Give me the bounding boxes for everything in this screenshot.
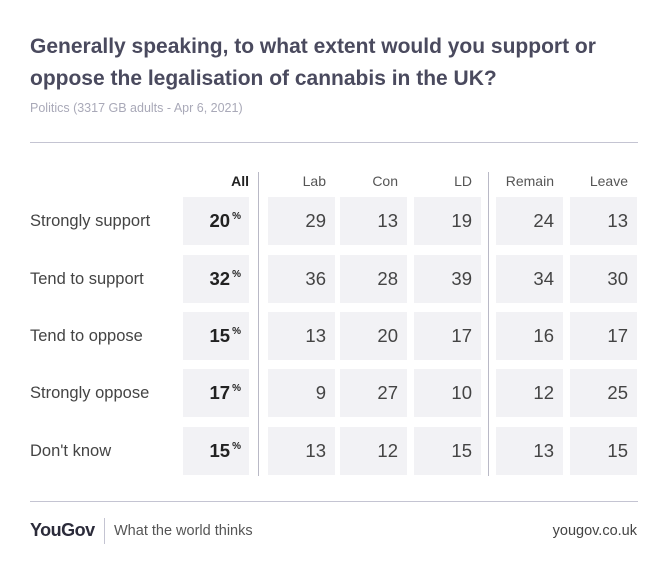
cell-value: 13 [305,325,326,346]
row-label: Strongly oppose [30,384,150,402]
value-cell-leave: 13 [570,197,637,245]
value-cell-all: 15% [183,427,249,475]
cell-value: 19 [451,210,472,231]
cell-value: 29 [305,210,326,231]
cell-value: 32 [209,268,231,289]
value-cell-con: 20 [340,312,407,360]
cell-value: 12 [533,382,554,403]
row-label: Tend to support [30,270,144,288]
value-cell-all: 17% [183,369,249,417]
footer-site-link[interactable]: yougov.co.uk [552,523,637,539]
column-header-all: All [231,173,249,189]
bottom-divider [30,501,638,502]
value-cell-remain: 34 [496,255,563,303]
value-cell-all: 32% [183,255,249,303]
percent-sign: % [232,326,241,337]
value-cell-con: 12 [340,427,407,475]
all-column-separator [258,172,259,476]
footer-separator [104,518,105,544]
value-cell-leave: 25 [570,369,637,417]
value-cell-leave: 17 [570,312,637,360]
top-divider [30,142,638,143]
percent-sign: % [232,441,241,452]
value-cell-leave: 30 [570,255,637,303]
cell-value: 15 [607,440,628,461]
value-cell-lab: 36 [268,255,335,303]
column-header-leave: Leave [589,173,628,189]
cell-value: 17 [209,382,231,403]
cell-value: 20 [377,325,398,346]
value-cell-all: 15% [183,312,249,360]
value-cell-remain: 16 [496,312,563,360]
column-header-ld: LD [454,173,472,189]
value-cell-remain: 24 [496,197,563,245]
row-label: Don't know [30,442,112,460]
value-cell-ld: 10 [414,369,481,417]
cell-value: 12 [377,440,398,461]
value-cell-ld: 15 [414,427,481,475]
value-cell-ld: 19 [414,197,481,245]
value-cell-remain: 13 [496,427,563,475]
value-cell-ld: 39 [414,255,481,303]
cell-value: 36 [305,268,326,289]
cell-value: 28 [377,268,398,289]
percent-sign: % [232,211,241,222]
cell-value: 17 [451,325,472,346]
cell-value: 34 [533,268,554,289]
cell-value: 30 [607,268,628,289]
value-cell-remain: 12 [496,369,563,417]
value-cell-lab: 29 [268,197,335,245]
cell-value: 13 [533,440,554,461]
yougov-logo: YouGov [30,520,95,540]
cell-value: 15 [209,440,231,461]
cell-value: 20 [209,210,231,231]
cell-value: 13 [607,210,628,231]
value-cell-con: 13 [340,197,407,245]
cell-value: 27 [377,382,398,403]
column-header-lab: Lab [302,173,326,189]
row-label: Strongly support [30,212,151,230]
value-cell-lab: 9 [268,369,335,417]
cell-value: 16 [533,325,554,346]
cell-value: 9 [315,382,326,403]
cell-value: 15 [209,325,231,346]
cell-value: 13 [305,440,326,461]
percent-sign: % [232,383,241,394]
value-cell-all: 20% [183,197,249,245]
cell-value: 17 [607,325,628,346]
value-cell-lab: 13 [268,312,335,360]
cell-value: 25 [607,382,628,403]
value-cell-con: 27 [340,369,407,417]
column-header-remain: Remain [505,173,554,189]
value-cell-lab: 13 [268,427,335,475]
cell-value: 13 [377,210,398,231]
cell-value: 15 [451,440,472,461]
cell-value: 39 [451,268,472,289]
value-cell-ld: 17 [414,312,481,360]
value-cell-leave: 15 [570,427,637,475]
percent-sign: % [232,269,241,280]
cell-value: 10 [451,382,472,403]
chart-subtitle: Politics (3317 GB adults - Apr 6, 2021) [30,101,243,115]
chart-title: Generally speaking, to what extent would… [30,35,596,90]
row-label: Tend to oppose [30,327,143,345]
footer-tagline: What the world thinks [114,523,253,539]
value-cell-con: 28 [340,255,407,303]
cell-value: 24 [533,210,554,231]
column-header-con: Con [372,173,398,189]
party-brexit-separator [488,172,489,476]
